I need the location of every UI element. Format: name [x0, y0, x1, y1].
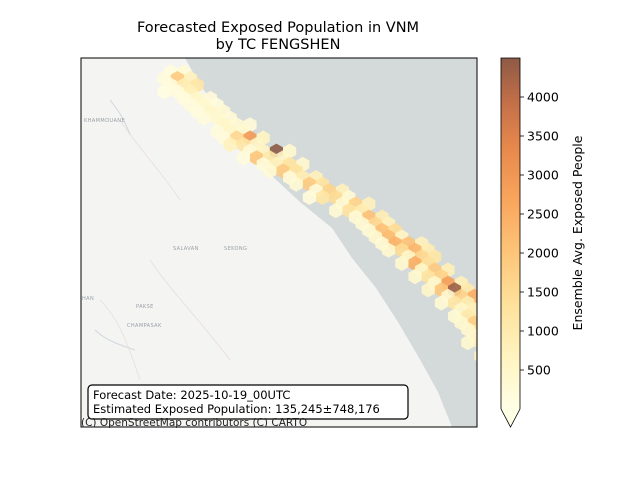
hex-cell [488, 335, 501, 350]
hex-cell [474, 337, 477, 348]
border-lines [99, 119, 231, 381]
colorbar-tick-label: 2500 [527, 207, 559, 222]
colorbar-ticks: 500 1000 1500 2000 2500 3000 3500 4000 [520, 90, 559, 378]
hex-cell [434, 295, 448, 311]
hex-cell [197, 110, 211, 126]
hex-cell [408, 269, 422, 285]
colorbar-tick-label: 4000 [527, 90, 559, 105]
place-label-salavan: SALAVAN [173, 246, 199, 252]
hex-cell [382, 242, 396, 258]
hex-cell [395, 255, 409, 271]
colorbar-tick-label: 2000 [527, 246, 559, 261]
hexbin-layer [157, 64, 501, 363]
place-label-khammouane: KHAMMOUANE [84, 118, 125, 124]
place-label-sekong: SEKONG [224, 246, 247, 252]
hex-cell [223, 137, 237, 153]
hex-cell [316, 189, 330, 205]
chart-title-line1: Forecasted Exposed Population in VNM [137, 20, 419, 36]
hex-cell [329, 203, 343, 219]
place-label-pakse: PAKSE [136, 304, 154, 310]
colorbar-label: Ensemble Avg. Exposed People [570, 135, 585, 330]
colorbar-gradient [501, 58, 520, 409]
map-attribution: (C) OpenStreetMap contributors (C) CARTO [81, 417, 307, 429]
river-lines [94, 99, 136, 351]
hex-cell [481, 328, 494, 343]
hex-cell [289, 176, 303, 192]
hex-cell [488, 348, 501, 363]
hex-cell [263, 163, 277, 179]
forecast-date-text: Forecast Date: 2025-10-19_00UTC [93, 388, 290, 402]
place-label-champasak: CHAMPASAK [127, 323, 162, 329]
colorbar-tick-label: 1000 [527, 324, 559, 339]
hex-cell [481, 342, 494, 357]
colorbar-frame [500, 57, 521, 409]
land-area [81, 58, 452, 427]
place-label-han: HAN [82, 296, 94, 302]
estimate-text: Estimated Exposed Population: 135,245±74… [93, 402, 380, 416]
hex-cell [481, 302, 494, 317]
colorbar-tick-label: 3500 [527, 129, 559, 144]
colorbar-extend-triangle [500, 408, 521, 428]
colorbar-tick-label: 1500 [527, 285, 559, 300]
hex-cell [488, 322, 501, 337]
info-box [87, 384, 409, 420]
hex-cell [481, 315, 494, 330]
chart-title-line2: by TC FENGSHEN [216, 37, 341, 53]
hex-cell [157, 84, 171, 100]
map-area: KHAMMOUANE SALAVAN SEKONG CHAMPASAK PAKS… [81, 58, 501, 427]
hex-cell [421, 282, 435, 298]
hex-cell [461, 335, 475, 351]
hex-cell [236, 150, 250, 166]
map-frame [80, 57, 478, 428]
colorbar-tick-label: 500 [527, 363, 551, 378]
hex-cell [474, 350, 477, 362]
hex-cell [302, 189, 316, 205]
colorbar-tick-label: 3000 [527, 168, 559, 183]
